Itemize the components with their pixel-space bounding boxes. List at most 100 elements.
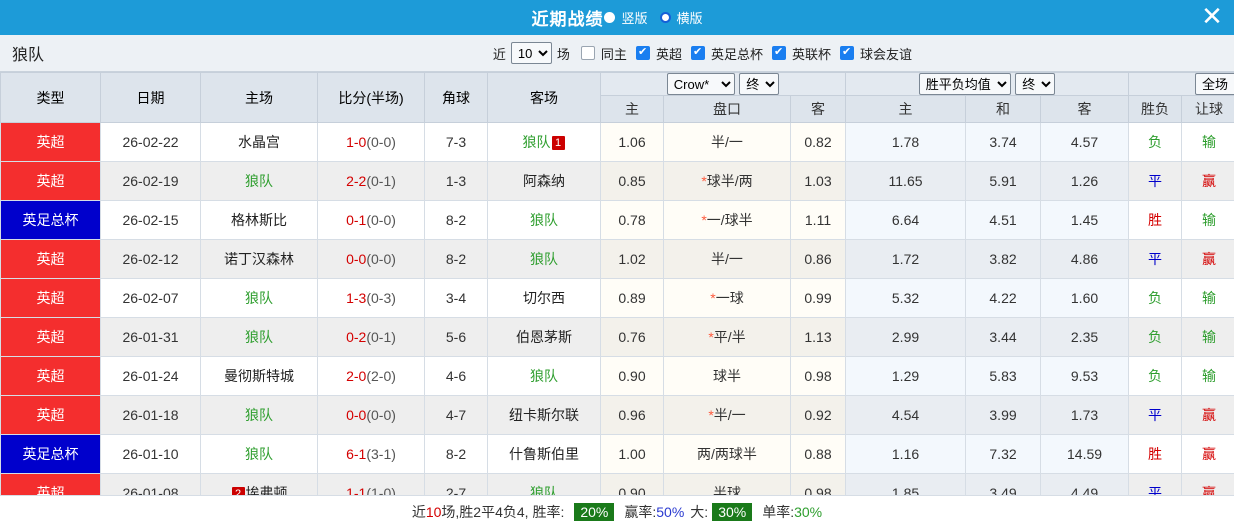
same-home-label[interactable]: 同主 xyxy=(600,46,627,62)
cell-away-team[interactable]: 狼队 xyxy=(487,200,601,240)
header-date: 日期 xyxy=(100,72,201,123)
table-row[interactable]: 英超 26-01-24 曼彻斯特城 2-0(2-0) 4-6 狼队 0.90 球半 0.98 1.… xyxy=(0,356,1234,396)
cell-score: 0-2(0-1) xyxy=(317,317,425,357)
match-count-select[interactable]: 6102030 xyxy=(510,42,552,64)
result-label: 输 xyxy=(1202,368,1217,384)
cell-euro-draw: 7.32 xyxy=(965,434,1042,474)
team-name: 狼队 xyxy=(530,485,558,495)
cell-home-team[interactable]: 狼队 xyxy=(200,161,318,201)
cell-date: 26-02-19 xyxy=(100,161,201,201)
cell-euro-away: 1.26 xyxy=(1040,161,1130,201)
cell-home-team[interactable]: 狼队 xyxy=(200,278,318,318)
cell-home-team[interactable]: 狼队 xyxy=(200,317,318,357)
cell-home-team[interactable]: 狼队 xyxy=(200,395,318,435)
star-icon: * xyxy=(701,173,707,189)
league-label-1[interactable]: 英足总杯 xyxy=(710,46,763,62)
table-row[interactable]: 英足总杯 26-02-15 格林斯比 0-1(0-0) 8-2 狼队 0.78 *一/球半 1.… xyxy=(0,200,1234,240)
cell-date: 26-02-15 xyxy=(100,200,201,240)
team-label: 狼队 xyxy=(522,134,551,150)
company-select[interactable]: Crow*Bet365澳门 xyxy=(666,73,735,95)
radio-horizontal-label[interactable]: 横版 xyxy=(676,11,703,26)
handicap-label: 半/一 xyxy=(711,134,743,150)
table-row[interactable]: 英超 26-02-19 狼队 2-2(0-1) 1-3 阿森纳 0.85 *球半/两 1.03 1… xyxy=(0,161,1234,201)
cell-home-team[interactable]: 水晶宫 xyxy=(200,122,318,162)
table-row[interactable]: 英足总杯 26-01-10 狼队 6-1(3-1) 8-2 什鲁斯伯里 1.00 两/两球半 0… xyxy=(0,434,1234,474)
team-name: 狼队 xyxy=(245,407,273,423)
radio-vertical-label[interactable]: 竖版 xyxy=(621,11,648,26)
cell-score: 6-1(3-1) xyxy=(317,434,425,474)
cell-away-team[interactable]: 狼队 1 xyxy=(487,122,601,162)
league-badge: 英足总杯 xyxy=(1,435,100,473)
cell-euro-draw: 3.49 xyxy=(965,473,1042,495)
scope-select[interactable]: 全场半场 xyxy=(1195,73,1234,95)
view-mode-radio-group[interactable]: 竖版 横版 xyxy=(604,8,703,27)
score-halftime: (0-1) xyxy=(366,173,396,189)
cell-odds-home: 0.90 xyxy=(600,356,664,396)
euro-stage-select[interactable]: 初终 xyxy=(1015,73,1056,95)
cell-score: 1-1(1-0) xyxy=(317,473,425,495)
cell-away-team[interactable]: 伯恩茅斯 xyxy=(487,317,601,357)
cell-odds-home: 1.06 xyxy=(600,122,664,162)
league-checkbox-0[interactable] xyxy=(635,46,650,60)
table-row[interactable]: 英超 26-01-18 狼队 0-0(0-0) 4-7 纽卡斯尔联 0.96 *半/一 0.92… xyxy=(0,395,1234,435)
table-row[interactable]: 英超 26-02-07 狼队 1-3(0-3) 3-4 切尔西 0.89 *一球 0.99 5.3… xyxy=(0,278,1234,318)
league-checkbox-1[interactable] xyxy=(690,46,705,60)
radio-horizontal-icon[interactable] xyxy=(659,12,671,23)
cell-result: 平 xyxy=(1128,395,1183,435)
cell-euro-home: 6.64 xyxy=(845,200,967,240)
cell-type: 英超 xyxy=(0,317,101,357)
cell-away-team[interactable]: 阿森纳 xyxy=(487,161,601,201)
table-row[interactable]: 英超 26-01-31 狼队 0-2(0-1) 5-6 伯恩茅斯 0.76 *平/半 1.13 2… xyxy=(0,317,1234,357)
league-checkbox-2[interactable] xyxy=(771,46,786,60)
cell-odds-away: 1.13 xyxy=(789,317,847,357)
score-fulltime: 6-1 xyxy=(346,446,367,462)
result-label: 负 xyxy=(1148,329,1163,345)
league-badge: 英超 xyxy=(1,240,100,278)
header-score: 比分(半场) xyxy=(317,72,425,123)
result-label: 输 xyxy=(1202,329,1217,345)
cell-odds-line: 球半 xyxy=(663,356,791,396)
cell-odds-line: *一球 xyxy=(663,278,791,318)
radio-vertical-icon[interactable] xyxy=(604,12,616,23)
league-label-0[interactable]: 英超 xyxy=(655,46,682,62)
cell-home-team[interactable]: 狼队 xyxy=(200,434,318,474)
cell-odds-home: 0.78 xyxy=(600,200,664,240)
cell-away-team[interactable]: 纽卡斯尔联 xyxy=(487,395,601,435)
company-stage-select[interactable]: 初终 xyxy=(739,73,780,95)
handicap-label: 球半 xyxy=(713,368,741,384)
cell-result: 负 xyxy=(1128,278,1183,318)
team-name: 狼队 xyxy=(245,290,273,306)
cell-away-team[interactable]: 狼队 xyxy=(487,239,601,279)
league-checkbox-3[interactable] xyxy=(839,46,854,60)
star-icon: * xyxy=(710,290,716,306)
table-row[interactable]: 英超 26-02-12 诺丁汉森林 0-0(0-0) 8-2 狼队 1.02 半/一 0.86 1… xyxy=(0,239,1234,279)
cell-euro-home: 5.32 xyxy=(845,278,967,318)
team-name: 狼队 xyxy=(245,173,273,189)
cell-home-team[interactable]: 曼彻斯特城 xyxy=(200,356,318,396)
cell-away-team[interactable]: 狼队 xyxy=(487,356,601,396)
table-row[interactable]: 英超 26-01-08 2 埃弗顿 1-1(1-0) 2-7 狼队 0.90 半球 0.98 1.8… xyxy=(0,473,1234,495)
league-label-3[interactable]: 球会友谊 xyxy=(859,46,912,62)
subject-team-name: 狼队 xyxy=(12,47,45,64)
cell-away-team[interactable]: 切尔西 xyxy=(487,278,601,318)
cell-away-team[interactable]: 狼队 xyxy=(487,473,601,495)
cell-odds-line: 两/两球半 xyxy=(663,434,791,474)
league-badge: 英超 xyxy=(1,318,100,356)
cell-odds-away: 1.11 xyxy=(789,200,847,240)
score-halftime: (3-1) xyxy=(366,446,396,462)
cell-home-team[interactable]: 格林斯比 xyxy=(200,200,318,240)
handicap-label: 一球 xyxy=(715,290,744,306)
close-icon[interactable]: ✕ xyxy=(1201,1,1223,31)
league-label-2[interactable]: 英联杯 xyxy=(791,46,831,62)
star-icon: * xyxy=(708,407,714,423)
cell-home-team[interactable]: 2 埃弗顿 xyxy=(200,473,318,495)
same-home-checkbox[interactable] xyxy=(580,46,595,60)
table-row[interactable]: 英超 26-02-22 水晶宫 1-0(0-0) 7-3 狼队 1 1.06 半/一 0.82 1.… xyxy=(0,122,1234,162)
cell-handicap-result: 赢 xyxy=(1181,434,1234,474)
cell-odds-away: 0.88 xyxy=(789,434,847,474)
euro-select[interactable]: 胜平负均值威廉希尔 xyxy=(918,73,1011,95)
cell-away-team[interactable]: 什鲁斯伯里 xyxy=(487,434,601,474)
cell-home-team[interactable]: 诺丁汉森林 xyxy=(200,239,318,279)
cell-result: 平 xyxy=(1128,239,1183,279)
cell-result: 胜 xyxy=(1128,200,1183,240)
